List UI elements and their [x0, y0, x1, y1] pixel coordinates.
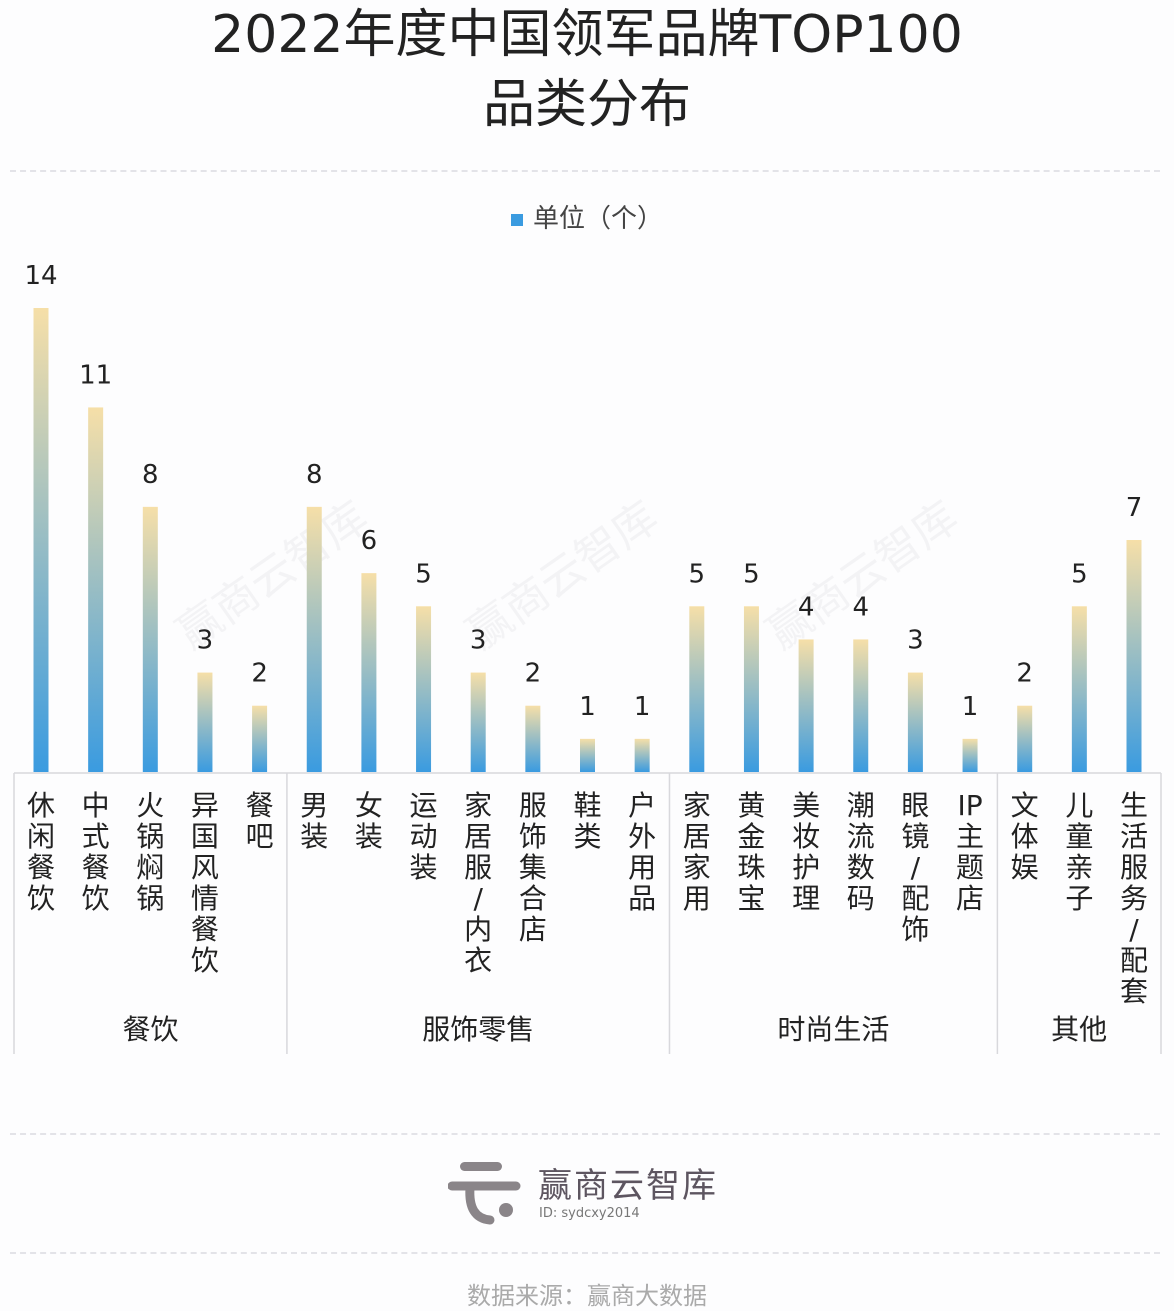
category-label: 餐吧	[245, 789, 274, 853]
data-label: 1	[579, 692, 596, 722]
data-label: 6	[361, 526, 378, 556]
data-label: 2	[251, 659, 268, 689]
category-label: 黄金珠宝	[737, 789, 766, 915]
data-label: 5	[415, 559, 432, 589]
bar	[907, 672, 923, 772]
logo-id: ID: sydcxy2014	[539, 1206, 640, 1221]
category-label: 眼镜 / 配饰	[901, 789, 930, 946]
category-label: 家居服 / 内衣	[464, 789, 493, 977]
bar	[743, 606, 759, 772]
legend-label: 单位（个）	[532, 204, 663, 234]
category-label: 生活服务 / 配套	[1119, 789, 1148, 1008]
bar	[33, 308, 49, 772]
category-label: 异国风情餐饮	[190, 789, 219, 977]
category-label: 美妆护理	[792, 789, 821, 915]
data-label: 3	[907, 626, 924, 656]
category-label: 儿童亲子	[1065, 789, 1094, 915]
bar	[88, 407, 104, 772]
category-label: 火锅焖锅	[136, 789, 165, 915]
bar	[1126, 540, 1142, 772]
chart-subtitle: 品类分布	[482, 75, 691, 135]
bar	[525, 705, 541, 772]
data-label: 8	[142, 460, 159, 490]
bar	[306, 506, 322, 772]
data-label: 5	[1071, 559, 1088, 589]
data-source: 数据来源：赢商大数据	[467, 1282, 707, 1310]
divider	[10, 1133, 1160, 1135]
bar	[1071, 606, 1087, 772]
data-label: 1	[962, 692, 979, 722]
legend-swatch	[510, 213, 523, 226]
divider	[10, 1252, 1160, 1254]
chart-title: 2022年度中国领军品牌TOP100	[211, 5, 963, 65]
data-label: 1	[634, 692, 651, 722]
group-label: 时尚生活	[777, 1013, 890, 1046]
bar	[689, 606, 705, 772]
category-label: 服饰集合店	[518, 789, 547, 946]
data-label: 7	[1126, 493, 1143, 523]
category-label: 女装	[354, 789, 383, 853]
category-label: 文体娱	[1010, 789, 1039, 884]
bar	[853, 639, 869, 772]
bar	[416, 606, 432, 772]
bar	[252, 705, 268, 772]
bar	[634, 738, 650, 772]
logo-icon	[448, 1162, 521, 1225]
data-label: 4	[798, 592, 815, 622]
divider	[10, 170, 1160, 172]
data-label: 5	[743, 559, 760, 589]
bar	[470, 672, 486, 772]
data-label: 2	[525, 659, 542, 689]
category-label: 家居家用	[682, 789, 711, 915]
data-label: 8	[306, 460, 323, 490]
data-label: 4	[852, 592, 869, 622]
category-label: 中式餐饮	[81, 789, 110, 915]
data-label: 3	[470, 626, 487, 656]
data-label: 3	[197, 626, 214, 656]
bar	[962, 738, 978, 772]
group-label: 餐饮	[122, 1013, 179, 1046]
group-label: 服饰零售	[422, 1013, 535, 1046]
legend: 单位（个）	[0, 198, 1174, 235]
group-label: 其他	[1051, 1013, 1108, 1046]
category-label: IP 主题店	[956, 789, 985, 915]
category-label: 男装	[300, 789, 329, 853]
bar	[580, 738, 595, 772]
logo-name: 赢商云智库	[538, 1166, 718, 1206]
category-label: 户外用品	[628, 789, 657, 915]
category-label: 鞋类	[573, 789, 602, 853]
category-label: 运动装	[409, 789, 438, 884]
bar	[361, 573, 377, 772]
bar	[142, 506, 158, 772]
bar	[1017, 705, 1033, 772]
data-label: 11	[79, 360, 112, 390]
data-label: 14	[24, 261, 57, 291]
bar	[798, 639, 814, 772]
category-label: 潮流数码	[846, 789, 875, 915]
data-label: 2	[1016, 659, 1033, 689]
category-label: 休闲餐饮	[26, 789, 55, 915]
bar	[197, 672, 213, 772]
data-label: 5	[689, 559, 706, 589]
